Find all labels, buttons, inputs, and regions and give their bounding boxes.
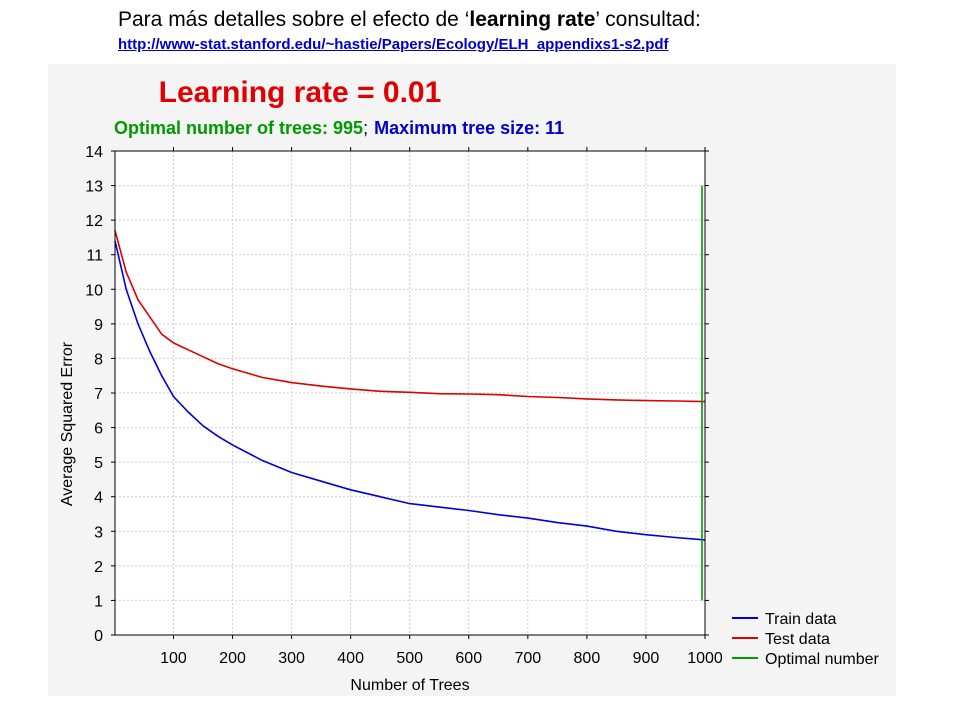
chart-svg: Learning rate = 0.01 Optimal number of t… (59, 76, 879, 694)
reference-text-before: Para más detalles sobre el efecto de ‘ (118, 8, 470, 31)
x-tick-label: 500 (396, 650, 423, 667)
y-tick-label: 9 (94, 317, 103, 334)
x-tick-label: 1000 (687, 650, 723, 667)
legend: Train data Test data Optimal number (732, 611, 879, 668)
chart-panel: Learning rate = 0.01 Optimal number of t… (48, 64, 896, 696)
reference-text-bold: learning rate (469, 8, 596, 31)
y-tick-label: 8 (94, 351, 103, 368)
y-tick-label: 0 (94, 628, 103, 645)
y-tick-label: 3 (94, 524, 103, 541)
y-tick-label: 2 (94, 559, 103, 576)
legend-label: Test data (765, 631, 830, 648)
legend-label: Optimal number (765, 651, 879, 668)
y-tick-label: 7 (94, 386, 103, 403)
x-tick-label: 300 (278, 650, 305, 667)
y-tick-label: 4 (94, 490, 103, 507)
plot-frame (114, 150, 706, 636)
y-tick-label: 14 (85, 144, 103, 161)
y-tick-label: 12 (85, 213, 103, 230)
series-group (114, 185, 706, 601)
series-line-train-data (114, 240, 706, 541)
y-tick-label: 6 (94, 421, 103, 438)
reference-link[interactable]: http://www-stat.stanford.edu/~hastie/Pap… (118, 36, 669, 53)
x-axis-label: Number of Trees (350, 677, 469, 694)
x-tick-label: 100 (160, 650, 187, 667)
y-axis-label: Average Squared Error (59, 341, 76, 506)
y-tick-label: 1 (94, 593, 103, 610)
y-tick-label: 5 (94, 455, 103, 472)
legend-label: Train data (765, 611, 837, 628)
y-tick-label: 11 (86, 248, 103, 265)
x-tick-label: 800 (574, 650, 601, 667)
reference-sentence: Para más detalles sobre el efecto de ‘le… (118, 8, 701, 32)
subtitle-optimal-trees: Optimal number of trees: 995 (114, 118, 363, 138)
x-tick-label: 600 (455, 650, 482, 667)
x-tick-label: 200 (219, 650, 246, 667)
subtitle-separator: ; (363, 118, 368, 138)
y-tick-label: 13 (85, 179, 103, 196)
reference-text-after: ’ consultad: (595, 8, 701, 31)
chart-title: Learning rate = 0.01 (159, 76, 442, 109)
chart-subtitle: Optimal number of trees: 995; Maximum tre… (114, 118, 564, 138)
subtitle-tree-size: Maximum tree size: 11 (374, 118, 564, 138)
x-tick-label: 900 (633, 650, 660, 667)
x-tick-label: 400 (337, 650, 364, 667)
y-tick-label: 10 (85, 282, 103, 299)
series-line-test-data (114, 230, 706, 403)
x-tick-label: 700 (514, 650, 541, 667)
